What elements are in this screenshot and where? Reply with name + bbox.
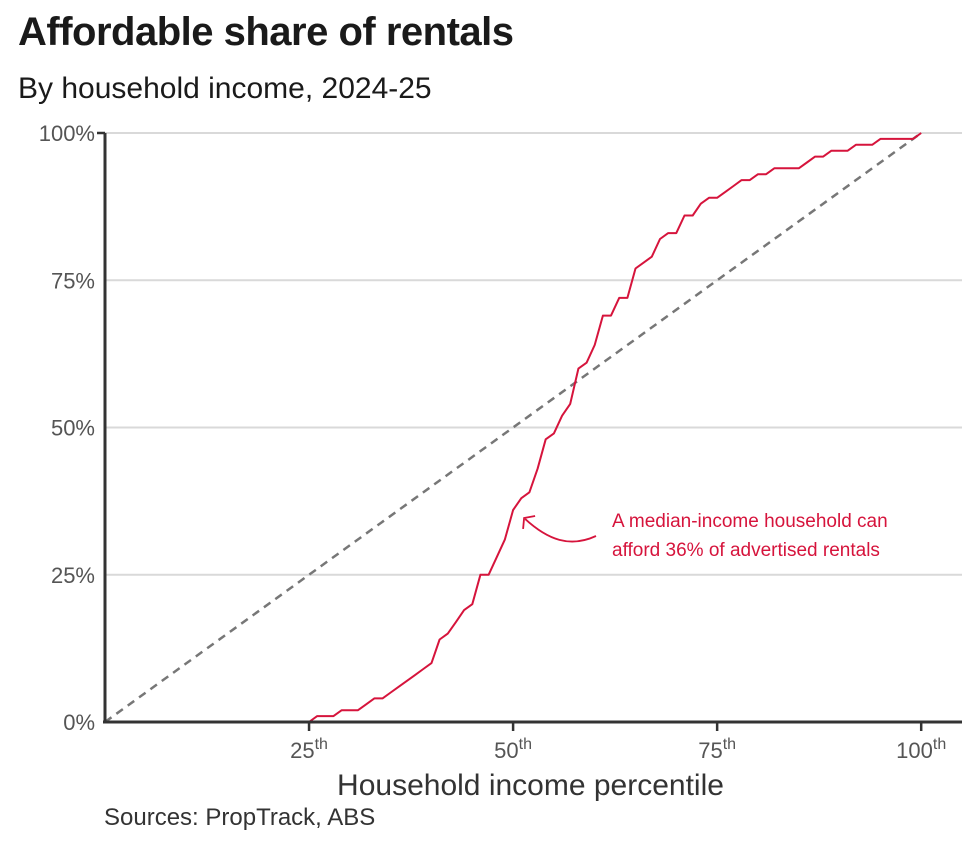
x-tick-suffix: th (315, 736, 328, 753)
x-tick-number: 25 (290, 738, 314, 763)
y-tick-label: 100% (39, 121, 95, 146)
x-tick-number: 75 (698, 738, 722, 763)
tick-labels: 0%25%50%75%100%25th 50th 75th 100thHousehol… (39, 121, 947, 802)
y-tick-label: 0% (63, 710, 95, 735)
y-tick-label: 50% (51, 416, 95, 441)
axes (97, 131, 962, 731)
x-tick-label: 50th (494, 736, 532, 763)
annotation-arrow (524, 518, 597, 543)
x-tick-number: 100 (896, 738, 933, 763)
affordable-share-line (308, 132, 922, 723)
annotation: A median-income household can afford 36% … (522, 511, 888, 561)
x-tick-suffix: th (933, 736, 946, 753)
source-note: Sources: PropTrack, ABS (104, 804, 376, 831)
y-tick-label: 75% (51, 268, 95, 293)
grid-lines (105, 132, 962, 576)
x-tick-label: 75th (698, 736, 736, 763)
x-tick-suffix: th (519, 736, 532, 753)
chart-subtitle: By household income, 2024-25 (18, 72, 432, 105)
x-tick-number: 50 (494, 738, 518, 763)
annotation-arrowhead (522, 515, 536, 530)
chart-title: Affordable share of rentals (18, 10, 514, 54)
y-tick-label: 25% (51, 563, 95, 588)
x-tick-label: 100th (896, 736, 946, 763)
series-layer (308, 132, 922, 723)
annotation-text-line: afford 36% of advertised rentals (612, 540, 880, 561)
x-tick-label: 25th (290, 736, 328, 763)
x-tick-suffix: th (723, 736, 736, 753)
annotation-text-line: A median-income household can (612, 511, 888, 532)
x-axis-title: Household income percentile (337, 769, 724, 802)
